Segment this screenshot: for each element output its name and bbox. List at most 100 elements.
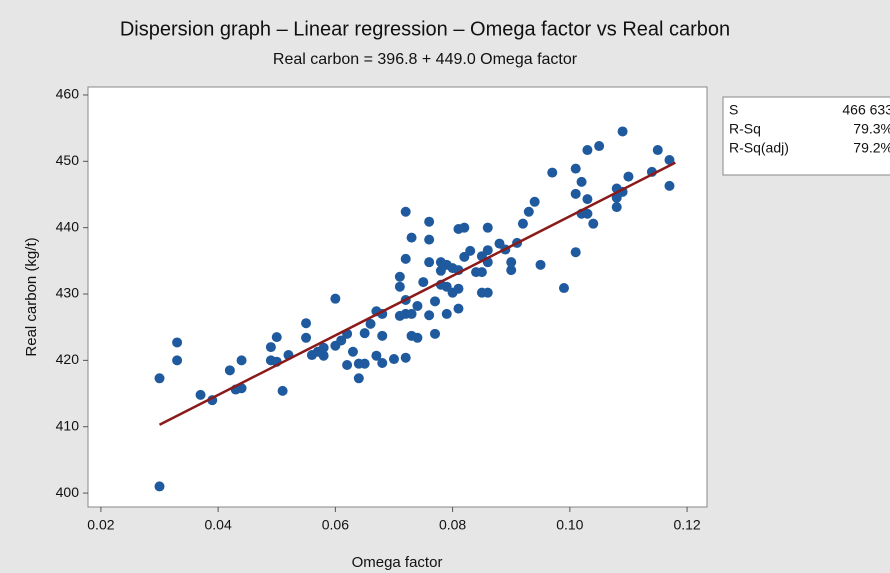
point	[400, 253, 411, 264]
y-tick-label: 420	[56, 351, 80, 367]
point	[271, 332, 282, 343]
point	[588, 218, 599, 229]
point	[529, 196, 540, 207]
y-tick-label: 450	[56, 152, 80, 168]
point	[336, 335, 347, 346]
fit-line	[158, 161, 676, 426]
point	[377, 358, 388, 369]
point	[412, 300, 423, 311]
point	[424, 257, 435, 268]
point	[388, 354, 399, 365]
point	[359, 358, 370, 369]
point	[394, 271, 405, 282]
point	[476, 267, 487, 278]
stat-name: R-Sq(adj)	[729, 140, 789, 156]
point	[611, 202, 622, 213]
point	[582, 208, 593, 219]
point	[265, 342, 276, 353]
point	[570, 247, 581, 258]
point	[406, 308, 417, 319]
point	[535, 259, 546, 270]
point	[236, 383, 247, 394]
point	[353, 373, 364, 384]
point	[365, 318, 376, 329]
point	[301, 318, 312, 329]
point	[424, 234, 435, 245]
chart-subtitle: Real carbon = 396.8 + 449.0 Omega factor	[273, 51, 578, 68]
point	[576, 176, 587, 187]
point	[394, 281, 405, 292]
point	[465, 245, 476, 256]
x-tick-label: 0.08	[439, 517, 466, 533]
y-tick-label: 410	[56, 417, 80, 433]
point	[400, 206, 411, 217]
point	[424, 216, 435, 227]
x-tick-label: 0.06	[322, 517, 349, 533]
point	[441, 308, 452, 319]
point	[558, 283, 569, 294]
point	[652, 145, 663, 156]
point	[172, 337, 183, 348]
point	[224, 365, 235, 376]
point	[594, 141, 605, 152]
point	[400, 352, 411, 363]
point	[506, 265, 517, 276]
x-tick-label: 0.02	[87, 517, 114, 533]
stats-box	[722, 96, 890, 176]
point	[482, 245, 493, 256]
point	[430, 296, 441, 307]
point	[318, 342, 329, 353]
chart-title: Dispersion graph – Linear regression – O…	[120, 18, 730, 40]
plot-area	[87, 86, 708, 508]
point	[301, 332, 312, 343]
y-tick-label: 400	[56, 484, 80, 500]
point	[154, 373, 165, 384]
point	[277, 385, 288, 396]
x-tick-label: 0.04	[205, 517, 232, 533]
x-axis-label: Omega factor	[352, 554, 443, 571]
point	[424, 310, 435, 321]
point	[347, 346, 358, 357]
stat-name: S	[729, 102, 738, 118]
point	[430, 328, 441, 339]
y-axis-label: Real carbon (kg/t)	[23, 237, 40, 356]
point	[523, 206, 534, 217]
x-tick-label: 0.10	[556, 517, 583, 533]
point	[582, 194, 593, 205]
y-tick-label: 460	[56, 86, 80, 102]
point	[582, 145, 593, 156]
point	[459, 222, 470, 233]
point	[172, 355, 183, 366]
point	[517, 218, 528, 229]
point	[482, 287, 493, 298]
y-tick-label: 440	[56, 218, 80, 234]
point	[406, 232, 417, 243]
point	[547, 167, 558, 178]
point	[570, 188, 581, 199]
point	[377, 330, 388, 341]
point	[623, 171, 634, 182]
y-tick-label: 430	[56, 285, 80, 301]
point	[330, 293, 341, 304]
point	[342, 360, 353, 371]
point	[617, 126, 628, 137]
point	[570, 163, 581, 174]
point	[154, 481, 165, 492]
point	[318, 350, 329, 361]
point	[664, 154, 675, 165]
point	[236, 355, 247, 366]
stat-name: R-Sq	[729, 121, 761, 137]
point	[371, 350, 382, 361]
point	[412, 332, 423, 343]
stat-value: 79.2%	[853, 140, 890, 156]
point	[453, 283, 464, 294]
point	[482, 222, 493, 233]
x-tick-label: 0.12	[673, 517, 700, 533]
stat-value: 79.3%	[853, 121, 890, 137]
point	[664, 180, 675, 191]
stat-value: 466 633	[842, 102, 890, 118]
point	[418, 277, 429, 288]
point	[453, 303, 464, 314]
point	[195, 389, 206, 400]
